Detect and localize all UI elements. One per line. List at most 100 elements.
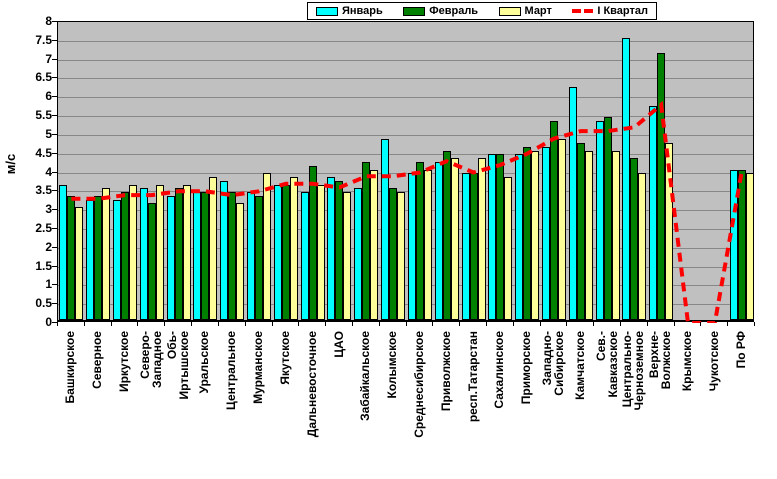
bar-Март-16 [504,177,513,320]
bar-Январь-14 [434,161,443,320]
gridline [58,97,753,98]
x-tick [593,322,595,326]
bar-Февраль-15 [469,173,478,320]
bar-Февраль-7 [255,195,264,320]
bar-Март-8 [289,177,298,320]
x-tick [378,322,380,326]
x-category-label: Иркутское [117,331,131,393]
bar-Март-20 [611,150,620,320]
x-tick [512,322,514,326]
bar-Январь-17 [515,154,524,320]
y-tick [52,190,57,191]
y-tick-label: 3 [45,202,52,217]
bar-Февраль-22 [657,52,666,320]
x-category-label: Западно- Сибирское [539,331,566,396]
bar-Январь-21 [622,37,631,320]
y-tick-label: 3.5 [35,183,52,198]
x-category-label: Мурманское [251,331,266,404]
bar-Январь-2 [113,199,122,320]
dash-line-icon [572,9,594,13]
bar-Январь-0 [59,184,68,320]
bar-Январь-5 [193,192,202,320]
bar-Март-0 [75,207,84,320]
y-tick-label: 6 [45,89,52,104]
x-category-label: Уральское [197,331,212,394]
bar-Февраль-3 [147,203,156,320]
y-tick [52,59,57,60]
x-tick [57,322,58,326]
x-tick [432,322,434,326]
y-tick-label: 1 [45,277,52,292]
bar-Январь-3 [139,188,148,320]
x-tick [620,322,621,326]
y-tick-label: 6.5 [35,70,52,85]
x-tick [405,322,407,326]
x-tick [217,322,219,326]
legend-label: I Квартал [597,5,648,17]
bar-Март-6 [236,203,245,320]
bar-Февраль-12 [389,188,398,320]
y-tick [52,115,57,116]
bar-Март-13 [423,169,432,320]
y-tick-label: 0.5 [35,296,52,311]
x-category-label: ЦАО [331,331,346,358]
x-category-label: Приморское [519,331,534,405]
y-tick [52,322,57,323]
x-category-label: Приволжское [438,331,453,412]
bar-Январь-12 [381,139,390,320]
y-tick [52,303,57,304]
bar-Январь-20 [595,120,604,320]
bar-Февраль-1 [94,195,103,320]
y-tick [52,77,57,78]
bar-Февраль-16 [496,154,505,320]
bar-Март-12 [397,192,406,320]
y-tick-label: 5 [45,126,52,141]
color-swatch-icon [316,6,338,16]
y-tick-label: 4 [45,164,52,179]
bar-Февраль-9 [308,165,317,320]
x-category-label: Чукотское [706,331,721,392]
bar-Январь-13 [407,173,416,320]
y-tick [52,134,57,135]
bar-Февраль-8 [281,184,290,320]
y-axis-title: м/с [3,153,18,175]
bar-Март-22 [665,143,674,320]
y-tick [52,247,57,248]
legend-item-2: Март [498,5,552,17]
bar-Март-18 [557,139,566,320]
bar-Март-7 [263,173,272,320]
x-category-label: Забайкальское [358,331,373,421]
bar-Февраль-19 [576,143,585,320]
bar-Март-5 [209,177,218,320]
y-tick-label: 7 [45,51,52,66]
bar-Февраль-18 [549,120,558,320]
y-tick [52,21,57,22]
gridline [58,60,753,61]
x-tick [485,322,487,326]
x-tick [754,322,755,326]
bar-Январь-22 [649,105,658,320]
y-tick [52,284,57,285]
bar-Март-15 [477,158,486,320]
color-swatch-icon [403,6,426,16]
x-category-label: Сахалинское [492,331,507,409]
y-tick-label: 1.5 [35,258,52,273]
x-tick [700,322,702,326]
bar-Январь-25 [729,169,738,320]
x-tick [646,322,648,326]
bar-Январь-1 [86,199,95,320]
x-tick [191,322,192,326]
x-tick [566,322,568,326]
y-tick [52,209,57,210]
bar-Февраль-2 [121,192,130,320]
bar-Февраль-11 [362,161,371,320]
bar-Февраль-6 [228,192,237,320]
x-tick [110,322,112,326]
legend-label: Февраль [429,5,479,17]
bar-Январь-8 [273,184,282,320]
bar-Март-21 [638,173,647,320]
bar-Январь-19 [568,86,577,320]
legend: Январь Февраль Март I Квартал [307,2,657,20]
bar-Февраль-21 [630,158,639,320]
